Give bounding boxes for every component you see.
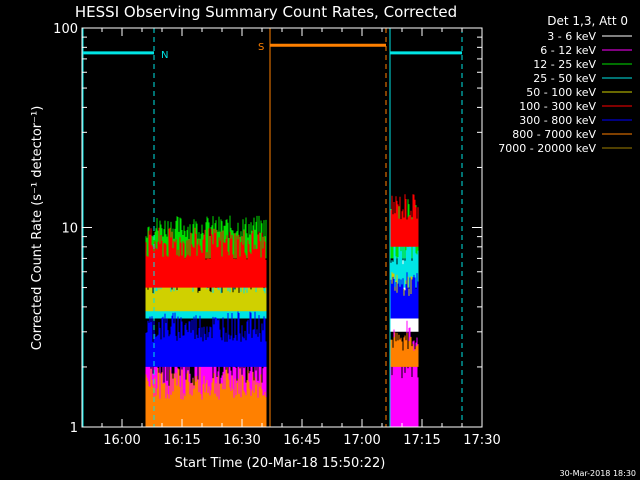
x-axis-label: Start Time (20-Mar-18 15:50:22) (175, 456, 386, 471)
x-tick-label-3: 16:30 (223, 433, 260, 448)
series-8-segment-1 (145, 367, 267, 427)
footer-date: 30-Mar-2018 18:30 (560, 469, 637, 478)
flag-label-1: N (161, 50, 168, 61)
legend-entry-5: 50 - 100 keV (526, 86, 596, 99)
series-8 (145, 332, 419, 427)
x-tick-label-7: 17:30 (463, 433, 500, 448)
plot-area: NS (82, 28, 463, 427)
y-axis-label: Corrected Count Rate (s⁻¹ detector⁻¹) (30, 106, 45, 351)
legend-entry-4: 25 - 50 keV (533, 72, 596, 85)
series-6-segment-2 (389, 192, 419, 247)
x-tick-label-1: 16:00 (103, 433, 140, 448)
series-7-segment-1 (145, 311, 267, 367)
y-tick-label-1: 1 (70, 421, 78, 436)
legend-entry-7: 300 - 800 keV (519, 114, 596, 127)
x-tick-label-5: 17:00 (343, 433, 380, 448)
plot-frame (81, 27, 483, 428)
legend-entry-8: 800 - 7000 keV (512, 128, 596, 141)
legend-entry-2: 6 - 12 keV (540, 44, 596, 57)
legend-entry-9: 7000 - 20000 keV (498, 142, 596, 155)
flag-label-2: S (258, 42, 264, 53)
chart-title: HESSI Observing Summary Count Rates, Cor… (75, 3, 457, 21)
x-tick-label-4: 16:45 (283, 433, 320, 448)
x-tick-label-6: 17:15 (403, 433, 440, 448)
y-tick-label-3: 100 (53, 22, 78, 37)
x-tick-label-2: 16:15 (163, 433, 200, 448)
axes: 16:00 16:15 16:30 16:45 17:00 17:15 17:30 1 10 10… (53, 22, 501, 448)
legend-entry-3: 12 - 25 keV (533, 58, 596, 71)
y-tick-label-2: 10 (61, 222, 78, 237)
series-2-segment-2 (389, 320, 419, 427)
series-7 (145, 272, 419, 367)
legend-entry-1: 3 - 6 keV (547, 30, 596, 43)
legend-header: Det 1,3, Att 0 (547, 14, 628, 28)
series-5-segment-1 (145, 272, 267, 312)
legend-entry-6: 100 - 300 keV (519, 100, 596, 113)
series-6-segment-1 (145, 227, 267, 288)
